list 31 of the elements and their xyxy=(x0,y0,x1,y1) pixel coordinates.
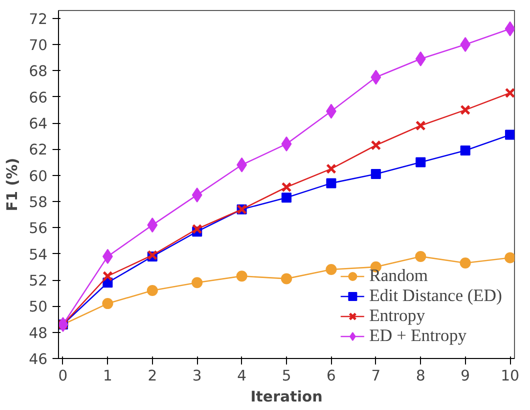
x-tick-label: 9 xyxy=(460,368,470,384)
y-tick-label: 50 xyxy=(28,298,48,316)
y-tick-label: 64 xyxy=(28,116,48,133)
y-axis-title: F1 (%) xyxy=(4,158,21,212)
y-tick-label: 68 xyxy=(28,63,48,80)
x-tick-label: 3 xyxy=(192,368,202,384)
y-tick-label: 70 xyxy=(28,37,48,54)
y-tick-label: 48 xyxy=(28,324,48,342)
legend-label: Edit Distance (ED) xyxy=(369,286,502,306)
x-tick-label: 8 xyxy=(416,368,426,384)
legend-label: Entropy xyxy=(369,306,426,326)
x-tick-label: 0 xyxy=(58,368,68,384)
x-tick-label: 10 xyxy=(500,368,520,384)
y-tick-label: 54 xyxy=(28,246,48,264)
y-tick-label: 52 xyxy=(28,272,48,290)
y-tick-label: 62 xyxy=(28,142,48,159)
y-tick-label: 72 xyxy=(28,10,48,28)
y-tick-label: 56 xyxy=(28,220,48,238)
x-tick-label: 6 xyxy=(326,368,336,384)
y-tick-label: 60 xyxy=(28,168,48,185)
x-tick-label: 5 xyxy=(282,368,292,384)
x-axis-title: Iteration xyxy=(250,388,323,406)
x-tick-label: 4 xyxy=(237,368,246,384)
x-tick-label: 7 xyxy=(371,368,381,384)
x-tick-label: 2 xyxy=(148,368,158,384)
legend-label: ED + Entropy xyxy=(369,326,467,346)
legend-label: Random xyxy=(369,266,428,286)
y-tick-label: 46 xyxy=(28,351,48,368)
y-tick-label: 66 xyxy=(28,89,48,106)
x-tick-label: 1 xyxy=(103,368,112,384)
y-tick-label: 58 xyxy=(28,194,48,212)
